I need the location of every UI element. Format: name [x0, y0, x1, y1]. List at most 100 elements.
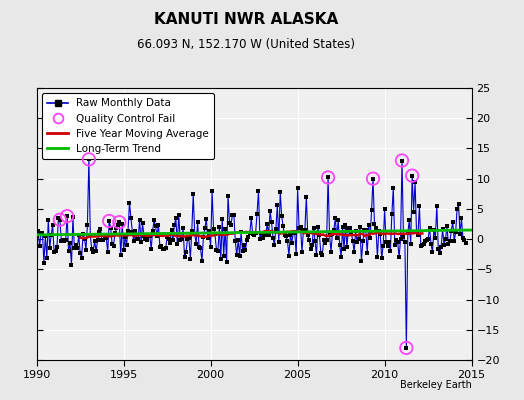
Point	[437, 244, 445, 250]
Point	[88, 246, 96, 252]
Point	[369, 176, 377, 182]
Point	[388, 211, 396, 217]
Point	[375, 228, 383, 235]
Point	[147, 246, 156, 252]
Point	[403, 230, 412, 236]
Point	[124, 228, 132, 234]
Point	[205, 228, 213, 234]
Point	[384, 243, 392, 250]
Point	[312, 252, 321, 258]
Point	[44, 217, 52, 223]
Point	[405, 217, 413, 224]
Point	[357, 258, 366, 264]
Point	[193, 219, 202, 226]
Point	[74, 232, 83, 238]
Point	[131, 228, 139, 234]
Point	[110, 243, 118, 249]
Point	[298, 248, 306, 255]
Point	[220, 253, 228, 259]
Point	[54, 215, 62, 222]
Point	[278, 213, 286, 220]
Point	[259, 235, 267, 242]
Point	[140, 232, 148, 239]
Point	[108, 240, 116, 247]
Point	[179, 225, 187, 231]
Point	[390, 241, 399, 248]
Point	[76, 250, 84, 257]
Point	[214, 248, 222, 254]
Point	[409, 208, 418, 215]
Point	[445, 238, 454, 244]
Point	[138, 220, 147, 227]
Point	[276, 189, 285, 195]
Point	[231, 238, 239, 244]
Point	[141, 236, 150, 242]
Point	[89, 248, 97, 255]
Point	[412, 228, 421, 235]
Point	[42, 255, 51, 261]
Point	[399, 234, 408, 240]
Point	[288, 240, 296, 246]
Point	[97, 237, 106, 243]
Point	[266, 208, 274, 214]
Point	[66, 240, 74, 247]
Point	[339, 224, 347, 230]
Point	[363, 250, 372, 256]
Point	[331, 215, 340, 221]
Point	[243, 237, 251, 244]
Point	[183, 236, 192, 242]
Point	[37, 231, 45, 237]
Point	[105, 218, 113, 224]
Point	[203, 234, 212, 241]
Point	[34, 228, 42, 234]
Point	[330, 227, 338, 233]
Point	[99, 237, 107, 244]
Point	[128, 229, 137, 235]
Point	[428, 248, 436, 255]
Point	[318, 252, 326, 258]
Point	[327, 248, 335, 255]
Point	[343, 244, 351, 251]
Point	[201, 225, 209, 231]
Point	[161, 244, 170, 251]
Point	[238, 248, 247, 254]
Point	[115, 219, 124, 225]
Point	[134, 236, 143, 242]
Point	[111, 230, 119, 236]
Point	[80, 236, 89, 242]
Point	[82, 246, 90, 253]
Point	[156, 244, 164, 250]
Point	[248, 231, 257, 237]
Point	[144, 232, 152, 239]
Point	[36, 243, 44, 249]
Point	[408, 172, 417, 179]
Point	[163, 234, 171, 240]
Point	[401, 239, 409, 246]
Point	[252, 230, 260, 236]
Point	[286, 232, 294, 238]
Point	[85, 156, 93, 162]
Point	[354, 236, 363, 242]
Point	[91, 238, 99, 244]
Text: KANUTI NWR ALASKA: KANUTI NWR ALASKA	[154, 12, 339, 27]
Point	[309, 224, 318, 231]
Point	[414, 232, 422, 238]
Point	[114, 222, 122, 228]
Point	[150, 217, 158, 223]
Point	[324, 174, 332, 181]
Point	[322, 237, 331, 244]
Point	[157, 243, 166, 249]
Point	[105, 218, 113, 224]
Point	[233, 252, 241, 259]
Point	[454, 201, 463, 207]
Point	[402, 345, 411, 351]
Point	[210, 226, 218, 232]
Point	[269, 235, 277, 241]
Point	[350, 249, 358, 256]
Point	[450, 238, 458, 244]
Point	[289, 230, 298, 236]
Point	[453, 206, 461, 212]
Point	[246, 230, 254, 236]
Point	[83, 222, 92, 228]
Point	[78, 254, 86, 261]
